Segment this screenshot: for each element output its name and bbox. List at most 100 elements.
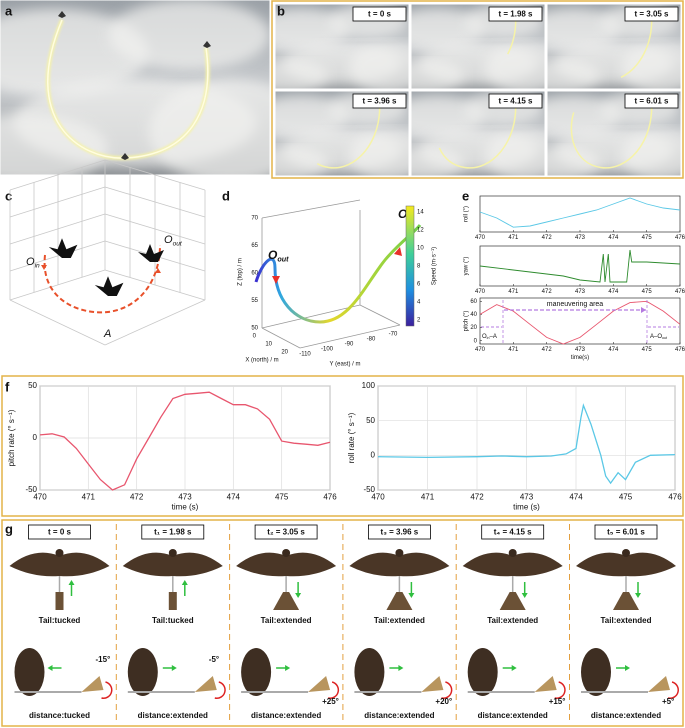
tail-tucked	[168, 592, 177, 610]
x-tick-label: 474	[608, 289, 619, 295]
data-line	[479, 197, 681, 228]
angle-label: +15°	[549, 697, 566, 706]
photo	[411, 91, 545, 176]
rotation-arc	[667, 681, 679, 699]
side-wing	[241, 648, 272, 696]
data-line	[479, 249, 681, 283]
bird-wings	[349, 552, 450, 577]
bird-head	[168, 549, 177, 557]
x-tick-label: 470	[475, 289, 486, 295]
y-axis-label: roll (°)	[464, 206, 470, 222]
label: A	[103, 328, 111, 340]
x-tick-label: 472	[542, 347, 553, 353]
tick-label: 50	[251, 326, 258, 332]
bird-wings	[576, 552, 676, 577]
tail-label: Tail:extended	[487, 616, 538, 625]
cloud	[348, 129, 409, 176]
time-label: t = 0 s	[368, 10, 391, 19]
colorbar-tick: 12	[417, 228, 424, 234]
photo	[547, 4, 681, 89]
time-label: t₂ = 3.05 s	[267, 528, 305, 537]
x-tick-label: 472	[130, 492, 144, 501]
tail-extended	[386, 592, 413, 610]
motion-arrowhead	[47, 665, 53, 671]
x-tick-label: 475	[642, 289, 653, 295]
label-sub: in	[487, 336, 490, 340]
x-tick-label: 476	[675, 289, 685, 295]
time-label: t = 3.05 s	[634, 10, 669, 19]
cloud	[620, 129, 681, 176]
time-box	[488, 93, 543, 109]
label-main: O	[482, 334, 487, 340]
cloud	[547, 59, 601, 89]
arrow	[41, 265, 47, 270]
axis-label: X (north) / m	[245, 358, 278, 364]
motion-arrowhead	[511, 665, 517, 671]
axis-label: Y (east) / m	[330, 362, 361, 368]
label-sub: out	[662, 336, 667, 340]
cloud	[0, 113, 108, 175]
arrow	[155, 268, 161, 273]
bird-head	[55, 549, 64, 557]
label-main: O	[398, 207, 408, 221]
label: A–Oout	[650, 334, 667, 340]
time-box	[254, 524, 318, 540]
distance-label: distance:tucked	[29, 711, 90, 720]
side-wing	[14, 648, 45, 696]
tail-extended	[273, 592, 300, 610]
angle-label: -5°	[209, 655, 219, 664]
colorbar-label: Speed (m·s⁻¹)	[432, 247, 438, 285]
y-tick-label: 50	[366, 416, 375, 425]
y-tick-label: -50	[363, 485, 375, 494]
distance-label: distance:extended	[591, 711, 661, 720]
side-tail	[648, 676, 670, 692]
angle-label: +5°	[662, 697, 674, 706]
tick-label: 60	[251, 271, 258, 277]
time-box	[624, 6, 679, 22]
photo	[275, 91, 409, 176]
wireframe	[9, 213, 106, 245]
tail-label: Tail:tucked	[152, 616, 194, 625]
arrow	[272, 276, 280, 284]
cloud	[411, 146, 465, 176]
y-axis-label: roll rate (° s⁻¹)	[347, 412, 356, 463]
x-tick-label: 470	[475, 235, 486, 241]
time-box	[367, 524, 431, 540]
axis-line	[261, 304, 361, 329]
label: Oin–A	[482, 334, 497, 340]
time-box	[28, 524, 91, 540]
colorbar-tick: 4	[417, 300, 421, 306]
bird-silhouette	[94, 276, 124, 297]
side-wing	[354, 648, 385, 696]
time-box	[352, 6, 407, 22]
rotation-arc	[214, 681, 226, 699]
motion-arrowhead	[295, 593, 302, 598]
side-tail	[308, 676, 331, 692]
x-tick-label: 476	[675, 235, 685, 241]
time-label: t₃ = 3.96 s	[381, 528, 419, 537]
time-label: t = 0 s	[48, 528, 71, 537]
x-tick-label: 472	[542, 289, 553, 295]
trajectory	[570, 101, 653, 169]
colorbar-tick: 10	[417, 246, 424, 252]
bird-wings	[236, 552, 337, 577]
colorbar	[405, 205, 415, 327]
axis-line	[261, 327, 301, 349]
bird-wings	[9, 552, 110, 577]
x-tick-label: 473	[575, 289, 586, 295]
panel-b-box	[271, 0, 684, 179]
angle-label: -15°	[96, 655, 111, 664]
bird-head	[395, 549, 404, 557]
label-main: O	[164, 234, 173, 246]
time-label: t₄ = 4.15 s	[494, 528, 532, 537]
x-tick-label: 474	[227, 492, 241, 501]
time-label: t = 3.96 s	[362, 97, 397, 106]
tick-label: -100	[321, 347, 334, 353]
tail-label: Tail:tucked	[39, 616, 81, 625]
time-box	[352, 93, 407, 109]
time-box	[594, 524, 658, 540]
panel-label: e	[462, 188, 469, 203]
distance-label: distance:extended	[251, 711, 321, 720]
rotation-arc	[554, 681, 566, 699]
x-axis-label: time(s)	[571, 355, 589, 361]
